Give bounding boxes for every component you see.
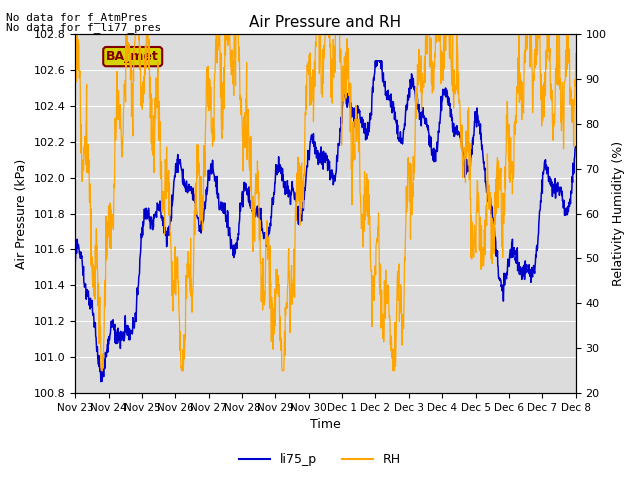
Text: BA_met: BA_met (106, 50, 159, 63)
li75_p (469, 135, 477, 141)
Y-axis label: Air Pressure (kPa): Air Pressure (kPa) (15, 158, 28, 269)
Text: No data for f_li77_pres: No data for f_li77_pres (6, 22, 162, 33)
Y-axis label: Relativity Humidity (%): Relativity Humidity (%) (612, 141, 625, 286)
RH (403, 184, 411, 190)
li75_p (97, 379, 105, 384)
RH (468, 219, 476, 225)
Title: Air Pressure and RH: Air Pressure and RH (250, 15, 401, 30)
li75_p (239, 204, 246, 210)
RH (97, 368, 105, 373)
li75_p (71, 262, 79, 268)
RH (239, 129, 246, 134)
RH (71, 31, 79, 37)
li75_p (171, 173, 179, 179)
X-axis label: Time: Time (310, 419, 341, 432)
li75_p (572, 144, 580, 150)
li75_p (513, 258, 521, 264)
RH (513, 88, 520, 94)
li75_p (403, 104, 411, 109)
RH (183, 280, 191, 286)
li75_p (183, 183, 191, 189)
Line: li75_p: li75_p (75, 61, 576, 382)
RH (572, 50, 580, 56)
Legend: li75_p, RH: li75_p, RH (234, 448, 406, 471)
Line: RH: RH (75, 34, 576, 371)
li75_p (371, 58, 379, 64)
RH (171, 272, 179, 278)
Text: No data for f_AtmPres: No data for f_AtmPres (6, 12, 148, 23)
